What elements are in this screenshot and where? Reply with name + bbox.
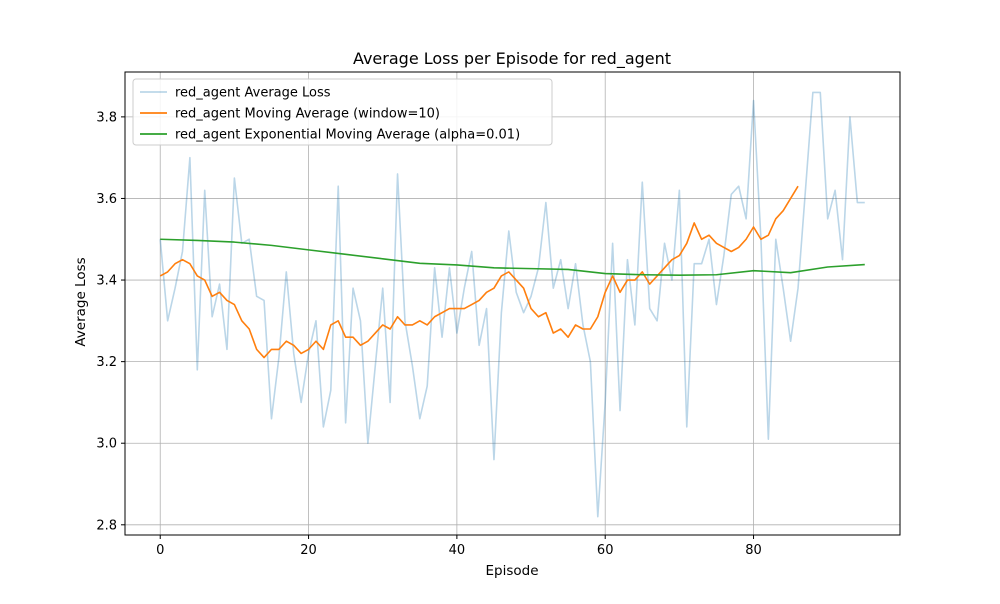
- y-tick-label: 3.4: [96, 274, 117, 289]
- y-tick-label: 3.8: [96, 110, 117, 125]
- x-tick-label: 20: [300, 543, 317, 558]
- x-tick-label: 60: [597, 543, 614, 558]
- ema-line: [160, 238, 865, 276]
- x-tick-label: 40: [449, 543, 466, 558]
- y-tick-label: 3.0: [96, 437, 117, 452]
- series-layer: [159, 91, 865, 518]
- y-tick-label: 3.2: [96, 355, 117, 370]
- y-tick-label: 3.6: [96, 192, 117, 207]
- y-axis-label: Average Loss: [73, 257, 89, 346]
- x-tick-label: 0: [156, 543, 164, 558]
- legend: red_agent Average Loss red_agent Moving A…: [132, 78, 553, 146]
- axis-ticks: 0 20 40 60 80 2.8 3.0 3.2 3.4 3.6 3.8: [96, 110, 761, 558]
- raw-loss-line: [159, 91, 865, 518]
- x-axis-label: Episode: [485, 563, 538, 579]
- plot-area: [124, 71, 901, 536]
- x-tick-label: 80: [745, 543, 762, 558]
- moving-average-line: [159, 185, 799, 359]
- legend-entry: red_agent Average Loss: [175, 86, 331, 101]
- legend-entry: red_agent Exponential Moving Average (al…: [175, 128, 520, 143]
- legend-box: [132, 78, 553, 146]
- y-tick-label: 2.8: [96, 518, 117, 533]
- legend-entry: red_agent Moving Average (window=10): [175, 107, 440, 122]
- chart-title: Average Loss per Episode for red_agent: [353, 49, 671, 69]
